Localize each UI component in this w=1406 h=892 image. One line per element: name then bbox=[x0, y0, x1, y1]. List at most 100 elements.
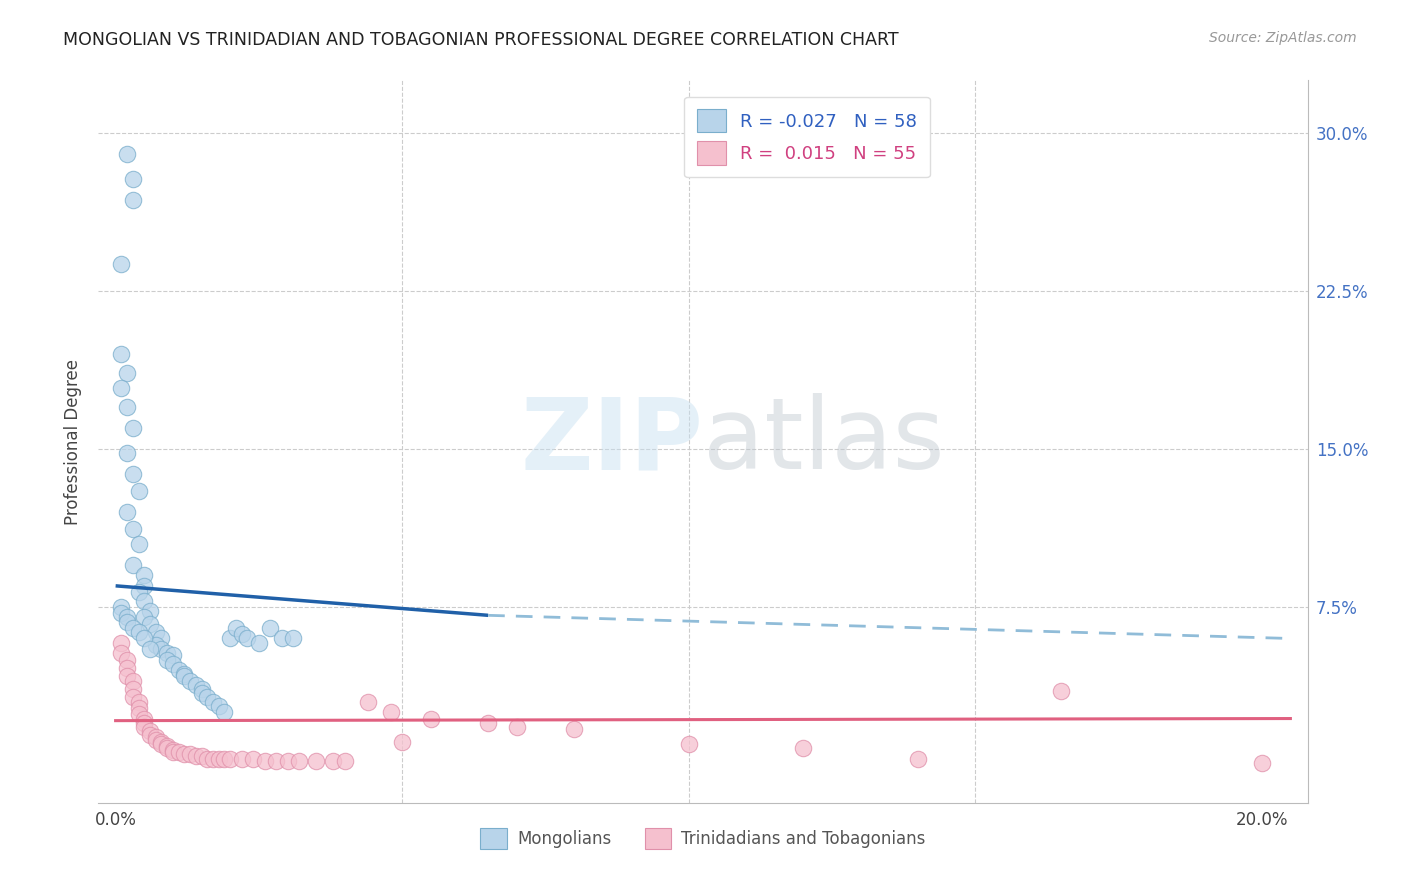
Point bbox=[128, 483, 150, 498]
Point bbox=[145, 638, 167, 652]
Point bbox=[115, 661, 138, 675]
Point bbox=[208, 698, 231, 713]
Point bbox=[1050, 684, 1073, 698]
Point bbox=[121, 467, 143, 482]
Point bbox=[115, 505, 138, 519]
Point bbox=[190, 681, 212, 696]
Point bbox=[162, 745, 184, 759]
Point bbox=[150, 737, 173, 751]
Point bbox=[121, 421, 143, 435]
Point bbox=[110, 599, 132, 614]
Point bbox=[208, 751, 231, 765]
Point bbox=[283, 632, 305, 646]
Point bbox=[202, 695, 225, 709]
Point bbox=[110, 347, 132, 361]
Point bbox=[380, 705, 402, 719]
Point bbox=[184, 749, 207, 764]
Point bbox=[150, 632, 173, 646]
Point bbox=[139, 604, 162, 618]
Point bbox=[128, 701, 150, 715]
Point bbox=[190, 686, 212, 700]
Point bbox=[121, 558, 143, 572]
Text: ZIP: ZIP bbox=[520, 393, 703, 490]
Point bbox=[128, 585, 150, 599]
Point bbox=[219, 632, 242, 646]
Point bbox=[907, 751, 929, 765]
Point bbox=[110, 606, 132, 620]
Point bbox=[162, 657, 184, 671]
Point bbox=[128, 625, 150, 640]
Point bbox=[225, 621, 247, 635]
Point bbox=[134, 712, 156, 726]
Text: Source: ZipAtlas.com: Source: ZipAtlas.com bbox=[1209, 31, 1357, 45]
Point bbox=[792, 741, 814, 756]
Point bbox=[115, 400, 138, 414]
Point bbox=[202, 751, 225, 765]
Point bbox=[128, 695, 150, 709]
Point bbox=[121, 681, 143, 696]
Point bbox=[270, 632, 292, 646]
Point bbox=[121, 621, 143, 635]
Point bbox=[477, 715, 499, 730]
Point bbox=[134, 568, 156, 582]
Point bbox=[173, 669, 195, 683]
Point bbox=[419, 712, 441, 726]
Point bbox=[139, 724, 162, 739]
Point bbox=[259, 621, 281, 635]
Point bbox=[134, 632, 156, 646]
Point bbox=[115, 147, 138, 161]
Point bbox=[134, 593, 156, 607]
Point bbox=[162, 648, 184, 663]
Point bbox=[236, 632, 259, 646]
Point bbox=[139, 728, 162, 742]
Point bbox=[134, 720, 156, 734]
Point bbox=[195, 751, 218, 765]
Point bbox=[264, 754, 287, 768]
Point bbox=[121, 673, 143, 688]
Point bbox=[242, 751, 264, 765]
Point bbox=[214, 751, 236, 765]
Point bbox=[156, 646, 179, 660]
Point bbox=[214, 705, 236, 719]
Point bbox=[150, 642, 173, 657]
Point bbox=[190, 749, 212, 764]
Point bbox=[231, 627, 253, 641]
Point bbox=[162, 743, 184, 757]
Point bbox=[195, 690, 218, 705]
Point bbox=[110, 381, 132, 395]
Point bbox=[231, 751, 253, 765]
Point bbox=[139, 642, 162, 657]
Point bbox=[145, 625, 167, 640]
Point bbox=[678, 737, 700, 751]
Text: atlas: atlas bbox=[703, 393, 945, 490]
Point bbox=[391, 735, 413, 749]
Point bbox=[134, 579, 156, 593]
Text: MONGOLIAN VS TRINIDADIAN AND TOBAGONIAN PROFESSIONAL DEGREE CORRELATION CHART: MONGOLIAN VS TRINIDADIAN AND TOBAGONIAN … bbox=[63, 31, 898, 49]
Point bbox=[156, 741, 179, 756]
Point bbox=[219, 751, 242, 765]
Point bbox=[562, 722, 585, 736]
Point bbox=[288, 754, 311, 768]
Point bbox=[115, 669, 138, 683]
Point bbox=[110, 256, 132, 270]
Point bbox=[115, 610, 138, 624]
Point bbox=[110, 646, 132, 660]
Point bbox=[134, 715, 156, 730]
Point bbox=[253, 754, 276, 768]
Point bbox=[121, 522, 143, 536]
Point bbox=[179, 673, 201, 688]
Point bbox=[115, 366, 138, 380]
Y-axis label: Professional Degree: Professional Degree bbox=[63, 359, 82, 524]
Point bbox=[121, 690, 143, 705]
Point bbox=[145, 732, 167, 747]
Point bbox=[333, 754, 356, 768]
Point bbox=[167, 663, 190, 677]
Point bbox=[305, 754, 328, 768]
Point bbox=[277, 754, 299, 768]
Point bbox=[121, 172, 143, 186]
Point bbox=[156, 652, 179, 666]
Point bbox=[128, 537, 150, 551]
Point bbox=[156, 739, 179, 753]
Point bbox=[115, 615, 138, 629]
Point bbox=[121, 194, 143, 208]
